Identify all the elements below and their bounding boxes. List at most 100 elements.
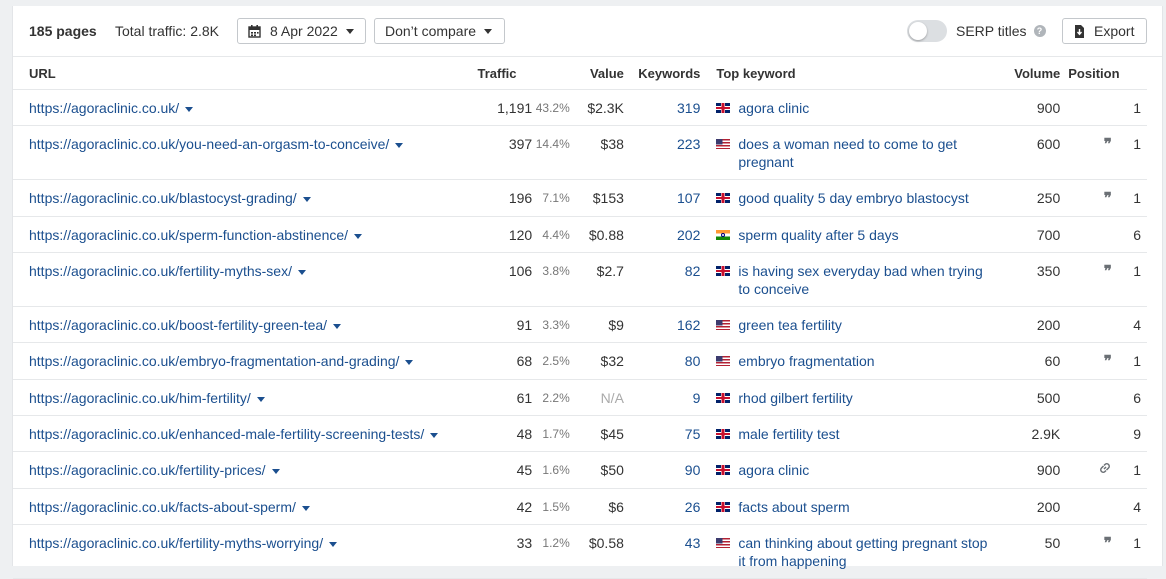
country-flag-icon bbox=[716, 429, 731, 439]
country-flag-icon bbox=[716, 193, 731, 203]
page-url-link[interactable]: https://agoraclinic.co.uk/ bbox=[29, 100, 180, 116]
keywords-count-link[interactable]: 82 bbox=[684, 263, 701, 279]
top-keyword-link[interactable]: is having sex everyday bad when trying t… bbox=[738, 263, 983, 297]
page-url-link[interactable]: https://agoraclinic.co.uk/boost-fertilit… bbox=[29, 317, 328, 333]
date-picker-button[interactable]: 8 Apr 2022 bbox=[237, 18, 366, 44]
chevron-down-icon[interactable] bbox=[430, 432, 439, 438]
serp-feature-cell: ❞ bbox=[1060, 179, 1112, 217]
chevron-down-icon[interactable] bbox=[329, 541, 338, 547]
top-keyword-link[interactable]: facts about sperm bbox=[738, 499, 850, 515]
chevron-down-icon[interactable] bbox=[405, 359, 414, 365]
top-keyword-link[interactable]: rhod gilbert fertility bbox=[738, 390, 853, 406]
country-flag-icon bbox=[716, 139, 731, 149]
traffic-value: 61 bbox=[447, 379, 533, 416]
table-body: https://agoraclinic.co.uk/ 1,191 43.2% $… bbox=[13, 89, 1147, 579]
keywords-count-link[interactable]: 162 bbox=[677, 317, 701, 333]
keywords-count-link[interactable]: 319 bbox=[677, 100, 701, 116]
col-header-position[interactable]: Position bbox=[1060, 57, 1147, 90]
page-url-link[interactable]: https://agoraclinic.co.uk/fertility-myth… bbox=[29, 535, 324, 551]
url-cell: https://agoraclinic.co.uk/embryo-fragmen… bbox=[13, 342, 448, 380]
top-keyword-link[interactable]: agora clinic bbox=[738, 100, 810, 116]
chevron-down-icon[interactable] bbox=[271, 468, 280, 474]
traffic-value-usd: $45 bbox=[569, 415, 624, 452]
position-value: 4 bbox=[1111, 488, 1147, 525]
page-url-link[interactable]: https://agoraclinic.co.uk/blastocyst-gra… bbox=[29, 190, 297, 206]
traffic-percent: 7.1% bbox=[532, 179, 570, 217]
table-row: https://agoraclinic.co.uk/him-fertility/… bbox=[13, 379, 1147, 416]
traffic-value: 45 bbox=[447, 451, 533, 489]
top-keyword-cell: agora clinic bbox=[700, 89, 1015, 126]
traffic-percent: 3.8% bbox=[532, 252, 570, 307]
keywords-count-link[interactable]: 90 bbox=[684, 462, 701, 478]
page-url-link[interactable]: https://agoraclinic.co.uk/him-fertility/ bbox=[29, 390, 251, 406]
top-keyword-link[interactable]: embryo fragmentation bbox=[738, 353, 875, 369]
toggle-knob bbox=[909, 22, 927, 40]
keywords-count-link[interactable]: 202 bbox=[677, 227, 701, 243]
keywords-count-link[interactable]: 223 bbox=[677, 136, 701, 152]
chevron-down-icon[interactable] bbox=[302, 196, 311, 202]
serp-titles-toggle[interactable] bbox=[907, 20, 947, 42]
chevron-down-icon[interactable] bbox=[354, 233, 363, 239]
keywords-count-link[interactable]: 107 bbox=[677, 190, 701, 206]
position-value: 1 bbox=[1111, 451, 1147, 489]
volume-value: 50 bbox=[1014, 524, 1061, 579]
page-url-link[interactable]: https://agoraclinic.co.uk/fertility-pric… bbox=[29, 462, 266, 478]
keywords-count-link[interactable]: 9 bbox=[692, 390, 701, 406]
top-keyword-link[interactable]: male fertility test bbox=[738, 426, 840, 442]
top-pages-table: URL Traffic Value Keywords Top keyword V… bbox=[13, 57, 1147, 579]
page-url-link[interactable]: https://agoraclinic.co.uk/sperm-function… bbox=[29, 227, 349, 243]
chevron-down-icon bbox=[484, 28, 493, 34]
chevron-down-icon[interactable] bbox=[395, 142, 404, 148]
keywords-count-link[interactable]: 80 bbox=[684, 353, 701, 369]
help-icon[interactable]: ? bbox=[1033, 25, 1046, 37]
keywords-count-link[interactable]: 75 bbox=[684, 426, 701, 442]
chevron-down-icon[interactable] bbox=[301, 505, 310, 511]
keywords-count-link[interactable]: 43 bbox=[684, 535, 701, 551]
chevron-down-icon[interactable] bbox=[185, 106, 194, 112]
volume-value: 250 bbox=[1014, 179, 1061, 217]
country-flag-icon bbox=[716, 103, 731, 113]
top-keyword-link[interactable]: does a woman need to come to get pregnan… bbox=[738, 136, 958, 170]
serp-feature-cell: ❞ bbox=[1060, 252, 1112, 307]
traffic-value: 33 bbox=[447, 524, 533, 579]
page-url-link[interactable]: https://agoraclinic.co.uk/embryo-fragmen… bbox=[29, 353, 400, 369]
keywords-count-link[interactable]: 26 bbox=[684, 499, 701, 515]
traffic-percent: 2.5% bbox=[532, 342, 570, 380]
traffic-value-usd: $50 bbox=[569, 451, 624, 489]
table-row: https://agoraclinic.co.uk/you-need-an-or… bbox=[13, 125, 1147, 180]
col-header-url[interactable]: URL bbox=[13, 57, 448, 90]
chevron-down-icon[interactable] bbox=[297, 269, 306, 275]
country-flag-icon bbox=[716, 502, 731, 512]
page-url-link[interactable]: https://agoraclinic.co.uk/fertility-myth… bbox=[29, 263, 292, 279]
chevron-down-icon[interactable] bbox=[333, 323, 342, 329]
top-keyword-link[interactable]: good quality 5 day embryo blastocyst bbox=[738, 190, 969, 206]
quote-icon: ❞ bbox=[1103, 136, 1112, 153]
quote-icon: ❞ bbox=[1103, 190, 1112, 207]
top-keyword-link[interactable]: can thinking about getting pregnant stop… bbox=[738, 535, 988, 569]
position-value: 1 bbox=[1111, 179, 1147, 217]
keywords-cell: 9 bbox=[623, 379, 701, 416]
col-header-volume[interactable]: Volume bbox=[1014, 57, 1061, 90]
chevron-down-icon[interactable] bbox=[256, 396, 265, 402]
col-header-traffic[interactable]: Traffic bbox=[447, 57, 570, 90]
top-keyword-cell: can thinking about getting pregnant stop… bbox=[700, 524, 1015, 579]
top-keyword-link[interactable]: agora clinic bbox=[738, 462, 810, 478]
page-url-link[interactable]: https://agoraclinic.co.uk/enhanced-male-… bbox=[29, 426, 425, 442]
traffic-value: 68 bbox=[447, 342, 533, 380]
col-header-top-keyword[interactable]: Top keyword bbox=[700, 57, 1015, 90]
page-url-link[interactable]: https://agoraclinic.co.uk/you-need-an-or… bbox=[29, 136, 390, 152]
keywords-cell: 107 bbox=[623, 179, 701, 217]
compare-dropdown[interactable]: Don’t compare bbox=[374, 18, 505, 44]
top-keyword-link[interactable]: green tea fertility bbox=[738, 317, 842, 333]
country-flag-icon bbox=[716, 320, 731, 330]
page-url-link[interactable]: https://agoraclinic.co.uk/facts-about-sp… bbox=[29, 499, 296, 515]
top-keyword-link[interactable]: sperm quality after 5 days bbox=[738, 227, 899, 243]
traffic-value-usd: $0.88 bbox=[569, 216, 624, 253]
table-row: https://agoraclinic.co.uk/fertility-pric… bbox=[13, 451, 1147, 489]
volume-value: 500 bbox=[1014, 379, 1061, 416]
country-flag-icon bbox=[716, 393, 731, 403]
traffic-percent: 14.4% bbox=[532, 125, 570, 180]
export-button[interactable]: Export bbox=[1062, 18, 1147, 44]
col-header-keywords[interactable]: Keywords bbox=[623, 57, 701, 90]
col-header-value[interactable]: Value bbox=[569, 57, 624, 90]
